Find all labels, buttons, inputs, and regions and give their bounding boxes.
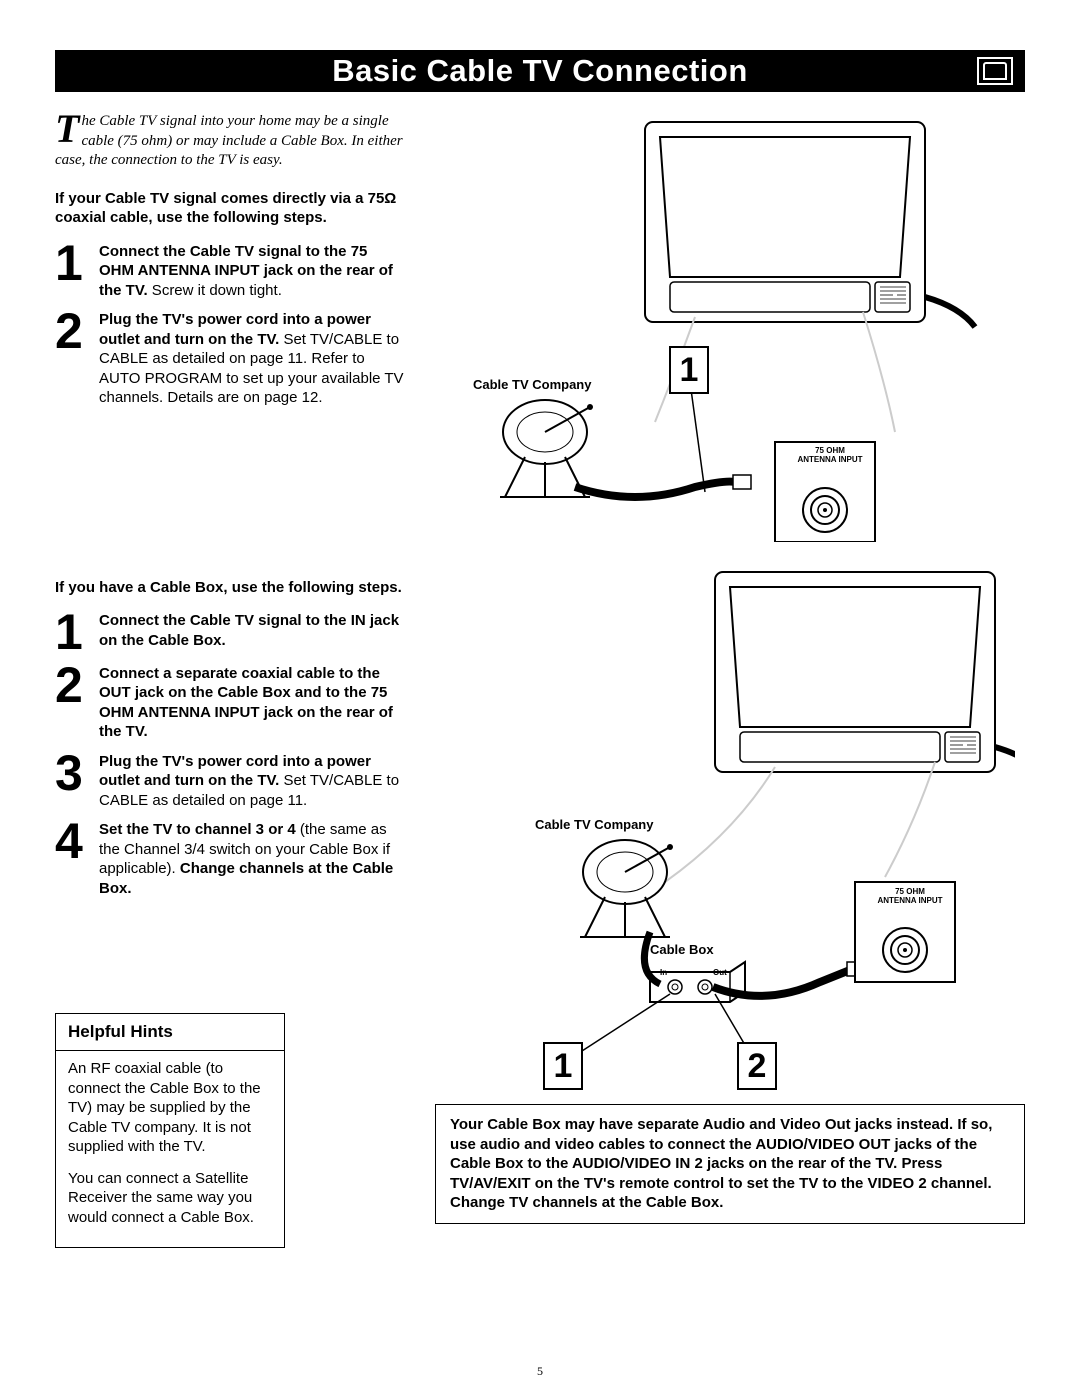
cable-company-label-2: Cable TV Company bbox=[535, 817, 653, 832]
hints-p2: You can connect a Satellite Receiver the… bbox=[68, 1169, 272, 1228]
step-number: 3 bbox=[55, 752, 85, 811]
section2-step3: 3 Plug the TV's power cord into a power … bbox=[55, 752, 405, 811]
step-text: Connect the Cable TV signal to the 75 OH… bbox=[99, 242, 405, 301]
section1-step2: 2 Plug the TV's power cord into a power … bbox=[55, 310, 405, 408]
callout-2b: 2 bbox=[737, 1042, 777, 1090]
step-text: Connect the Cable TV signal to the IN ja… bbox=[99, 611, 405, 654]
main-layout: The Cable TV signal into your home may b… bbox=[55, 112, 1025, 1248]
hints-p1: An RF coaxial cable (to connect the Cabl… bbox=[68, 1059, 272, 1157]
step-number: 1 bbox=[55, 611, 85, 654]
intro-text: he Cable TV signal into your home may be… bbox=[55, 113, 403, 168]
section1-step1: 1 Connect the Cable TV signal to the 75 … bbox=[55, 242, 405, 301]
step-number: 1 bbox=[55, 242, 85, 301]
hints-box: Helpful Hints An RF coaxial cable (to co… bbox=[55, 1013, 285, 1248]
page-title: Basic Cable TV Connection bbox=[332, 53, 748, 89]
step-number: 4 bbox=[55, 820, 85, 898]
cablebox-label: Cable Box bbox=[650, 942, 714, 957]
section2-step4: 4 Set the TV to channel 3 or 4 (the same… bbox=[55, 820, 405, 898]
header-bar: Basic Cable TV Connection bbox=[55, 50, 1025, 92]
step-text: Plug the TV's power cord into a power ou… bbox=[99, 310, 405, 408]
note-box: Your Cable Box may have separate Audio a… bbox=[435, 1104, 1025, 1224]
hints-body: An RF coaxial cable (to connect the Cabl… bbox=[56, 1051, 284, 1247]
hints-title: Helpful Hints bbox=[56, 1014, 284, 1051]
section2-step1: 1 Connect the Cable TV signal to the IN … bbox=[55, 611, 405, 654]
page-number: 5 bbox=[537, 1364, 543, 1379]
out-label: Out bbox=[713, 969, 727, 978]
left-column: The Cable TV signal into your home may b… bbox=[55, 112, 405, 1248]
section2-step2: 2 Connect a separate coaxial cable to th… bbox=[55, 664, 405, 742]
section2-intro: If you have a Cable Box, use the followi… bbox=[55, 578, 405, 598]
drop-cap: T bbox=[55, 112, 79, 146]
step-number: 2 bbox=[55, 310, 85, 408]
antenna-input-label: 75 OHM ANTENNA INPUT bbox=[795, 447, 865, 465]
step-text: Plug the TV's power cord into a power ou… bbox=[99, 752, 405, 811]
right-column: Cable TV Company 75 OHM ANTENNA INPUT 1 bbox=[435, 112, 1025, 1248]
antenna-input-label-2: 75 OHM ANTENNA INPUT bbox=[875, 888, 945, 906]
callout-1b: 1 bbox=[543, 1042, 583, 1090]
cable-company-label: Cable TV Company bbox=[473, 377, 591, 392]
tv-icon bbox=[977, 57, 1013, 85]
diagram-cablebox-connection: Cable TV Company Cable Box 75 OHM ANTENN… bbox=[435, 562, 1025, 1092]
section1-intro: If your Cable TV signal comes directly v… bbox=[55, 189, 405, 228]
callout-1: 1 bbox=[669, 346, 709, 394]
step-text: Set the TV to channel 3 or 4 (the same a… bbox=[99, 820, 405, 898]
step-text: Connect a separate coaxial cable to the … bbox=[99, 664, 405, 742]
step-number: 2 bbox=[55, 664, 85, 742]
in-label: In bbox=[660, 969, 667, 978]
diagram-direct-connection: Cable TV Company 75 OHM ANTENNA INPUT 1 bbox=[435, 112, 1025, 542]
intro-paragraph: The Cable TV signal into your home may b… bbox=[55, 112, 405, 171]
